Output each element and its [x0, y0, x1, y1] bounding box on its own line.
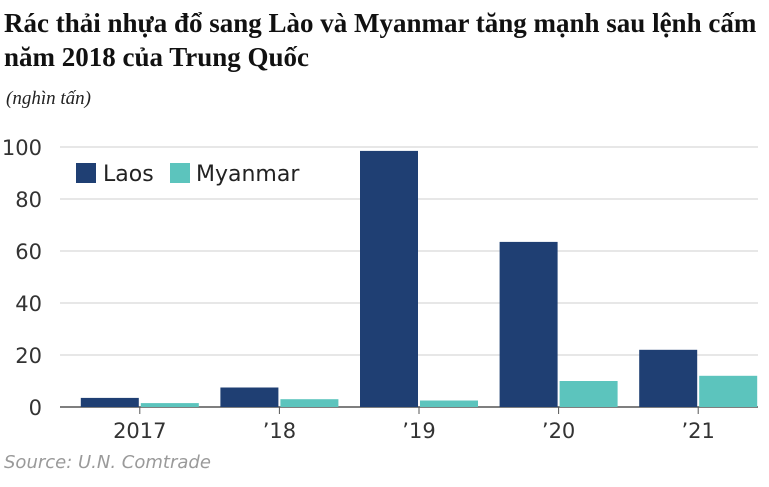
unit-label: (nghìn tấn): [6, 88, 91, 109]
bar-laos-2: [360, 150, 418, 407]
bar-laos-1: [220, 387, 279, 407]
x-tick-label: ’18: [263, 419, 296, 443]
y-tick-label: 80: [15, 188, 42, 212]
y-tick-label: 40: [15, 292, 42, 316]
bar-myanmar-4: [699, 375, 758, 407]
chart-title: Rác thải nhựa đổ sang Lào và Myanmar tăn…: [4, 8, 757, 72]
legend-label-laos: Laos: [103, 162, 154, 187]
y-tick-label: 20: [15, 344, 42, 368]
y-tick-label: 60: [15, 240, 42, 264]
x-tick-label: ’19: [402, 419, 435, 443]
legend-label-myanmar: Myanmar: [196, 162, 300, 187]
y-tick-label: 0: [29, 396, 42, 420]
bar-myanmar-1: [280, 399, 339, 407]
x-tick-label: ’20: [542, 419, 575, 443]
x-tick-label: 2017: [113, 419, 166, 443]
bar-laos-4: [639, 349, 698, 407]
bar-laos-3: [499, 241, 558, 407]
legend-swatch-laos: [76, 163, 96, 183]
x-tick-label: ’21: [681, 419, 714, 443]
y-tick-label: 100: [2, 136, 42, 160]
bar-laos-0: [80, 397, 139, 407]
bar-chart: 0 20 40 60 80 100 2017 ’18 ’19 ’20 ’21 Laos Myanma…: [2, 136, 758, 443]
legend-swatch-myanmar: [170, 163, 190, 183]
bar-myanmar-3: [559, 381, 618, 407]
bar-myanmar-0: [140, 403, 199, 407]
source-note: Source: U.N. Comtrade: [4, 452, 211, 473]
bar-myanmar-2: [420, 400, 478, 407]
